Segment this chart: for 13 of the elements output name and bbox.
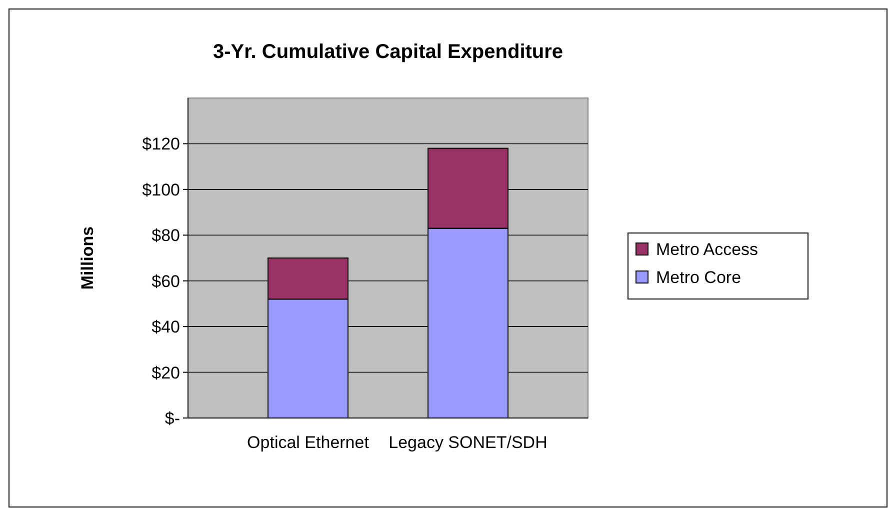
y-tick-label: $120 [142,134,180,154]
y-tick-label: $40 [152,318,180,337]
legend-label: Metro Access [656,240,758,259]
y-tick-label: $20 [152,363,180,382]
y-tick-label: $100 [142,180,180,200]
x-tick-label: Optical Ethernet [247,433,370,452]
chart-title: 3-Yr. Cumulative Capital Expenditure [212,41,564,63]
y-axis-title: Millions [78,226,97,290]
y-tick-label: $80 [152,226,180,246]
x-tick-label: Legacy SONET/SDH [388,433,548,452]
legend-label: Metro Core [656,268,742,287]
y-tick-label: $60 [152,272,180,291]
y-tick-label: $- [164,409,180,428]
